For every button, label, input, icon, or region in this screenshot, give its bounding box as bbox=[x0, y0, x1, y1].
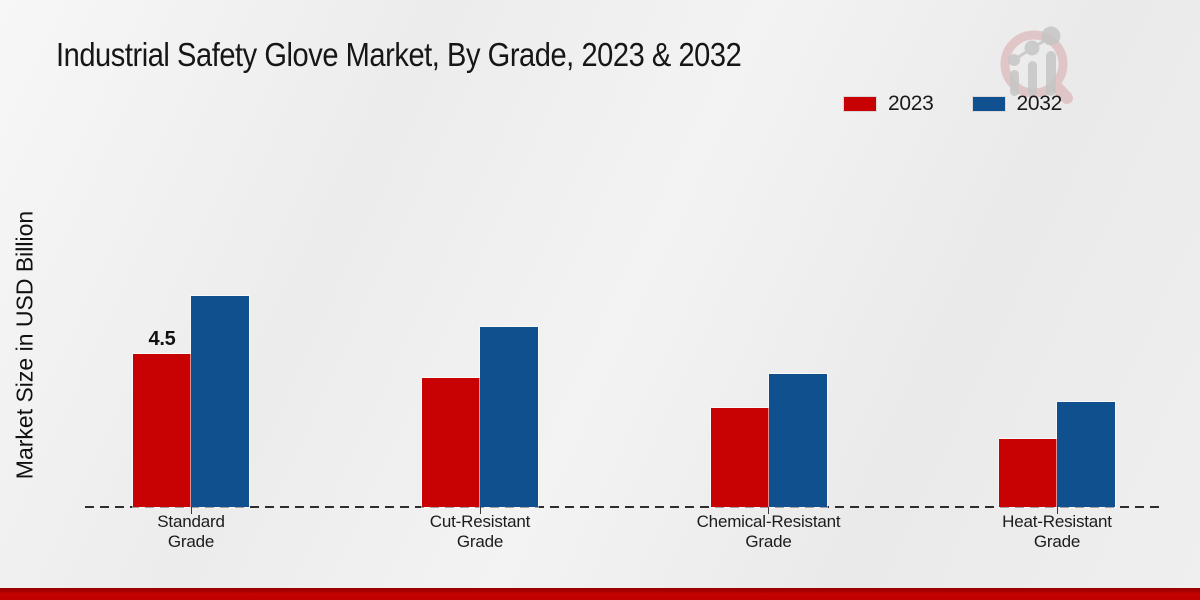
legend: 2023 2032 bbox=[843, 92, 1062, 116]
legend-label-2032: 2032 bbox=[1016, 92, 1063, 115]
bar-2032-heat-resistant-grade bbox=[1057, 402, 1115, 507]
magnifier-chart-icon bbox=[1000, 26, 1073, 104]
legend-item-2023: 2023 bbox=[843, 92, 934, 116]
legend-item-2032: 2032 bbox=[971, 92, 1063, 116]
bar-2023-standard-grade bbox=[133, 354, 191, 507]
bar-2023-heat-resistant-grade bbox=[999, 439, 1057, 507]
category-label-standard-grade: Standard Grade bbox=[157, 512, 225, 551]
x-axis-tick bbox=[768, 507, 769, 514]
x-axis-tick bbox=[1056, 507, 1058, 514]
legend-swatch-2032 bbox=[971, 96, 1006, 112]
x-axis-tick bbox=[479, 507, 481, 514]
legend-swatch-2023 bbox=[843, 96, 877, 112]
bar-2032-standard-grade bbox=[191, 296, 249, 507]
legend-label-2023: 2023 bbox=[888, 92, 934, 115]
footer-red-strip bbox=[0, 588, 1200, 600]
bar-value-label: 4.5 bbox=[148, 328, 176, 350]
bar-2023-cut-resistant-grade bbox=[422, 378, 480, 507]
bar-2032-cut-resistant-grade bbox=[480, 327, 538, 507]
x-axis-dashed-baseline bbox=[85, 506, 1163, 508]
category-label-heat-resistant-grade: Heat-Resistant Grade bbox=[1002, 512, 1112, 551]
chart-title: Industrial Safety Glove Market, By Grade… bbox=[56, 36, 742, 73]
x-axis-tick bbox=[190, 507, 192, 514]
watermark-logo bbox=[988, 20, 1082, 119]
category-label-chemical-resistant-grade: Chemical-Resistant Grade bbox=[696, 512, 841, 551]
category-label-cut-resistant-grade: Cut-Resistant Grade bbox=[429, 512, 531, 551]
bar-2032-chemical-resistant-grade bbox=[768, 374, 827, 507]
bar-2023-chemical-resistant-grade bbox=[710, 408, 769, 507]
